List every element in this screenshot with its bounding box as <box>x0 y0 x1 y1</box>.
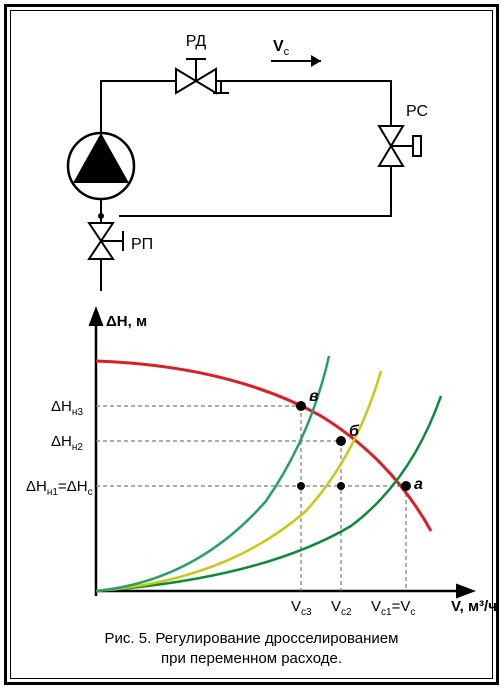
system-curve-1 <box>96 396 441 591</box>
point-label-v: в <box>309 388 319 405</box>
chart-axes <box>96 321 461 596</box>
system-curve-2 <box>96 371 381 591</box>
figure-caption: Рис. 5. Регулирование дросселированием п… <box>11 629 492 668</box>
svg-text:ΔHн1=ΔHc: ΔHн1=ΔHc <box>26 478 93 498</box>
valve-rp <box>89 223 123 259</box>
svg-text:ΔHн2: ΔHн2 <box>51 433 83 453</box>
system-curve-3 <box>96 356 329 591</box>
pump-symbol <box>68 133 134 199</box>
svg-text:Vc1=Vc: Vc1=Vc <box>371 598 415 618</box>
caption-line-1: Рис. 5. Регулирование дросселированием <box>105 630 399 647</box>
caption-line-2: при переменном расходе. <box>161 650 342 667</box>
y-tick-labels: ΔHн3 ΔHн2 ΔHн1=ΔHc <box>26 398 93 498</box>
chart-gridlines <box>96 406 406 591</box>
y-axis-label: ΔH, м <box>106 313 147 330</box>
label-rs: РС <box>406 103 428 120</box>
label-vc: Vc <box>273 38 290 58</box>
x-axis-label: V, м³/ч <box>451 598 497 615</box>
throttling-chart: ΔH, м V, м³/ч в б а ΔHн3 ΔHн2 ΔHн1=ΔHc <box>11 301 500 631</box>
valve-rs <box>379 126 421 166</box>
label-rd: РД <box>186 33 207 50</box>
label-rp: РП <box>131 236 153 253</box>
svg-text:ΔHн3: ΔHн3 <box>51 398 83 418</box>
svg-text:Vc3: Vc3 <box>291 598 312 618</box>
svg-text:Vc2: Vc2 <box>331 598 352 618</box>
valve-rd <box>176 59 231 93</box>
hydraulic-schematic: РД Vc РС РП <box>11 11 500 291</box>
point-label-b: б <box>349 423 360 440</box>
point-label-a: а <box>414 476 423 493</box>
x-tick-labels: Vc3 Vc2 Vc1=Vc <box>291 598 415 618</box>
flow-arrow-vc <box>271 55 321 67</box>
